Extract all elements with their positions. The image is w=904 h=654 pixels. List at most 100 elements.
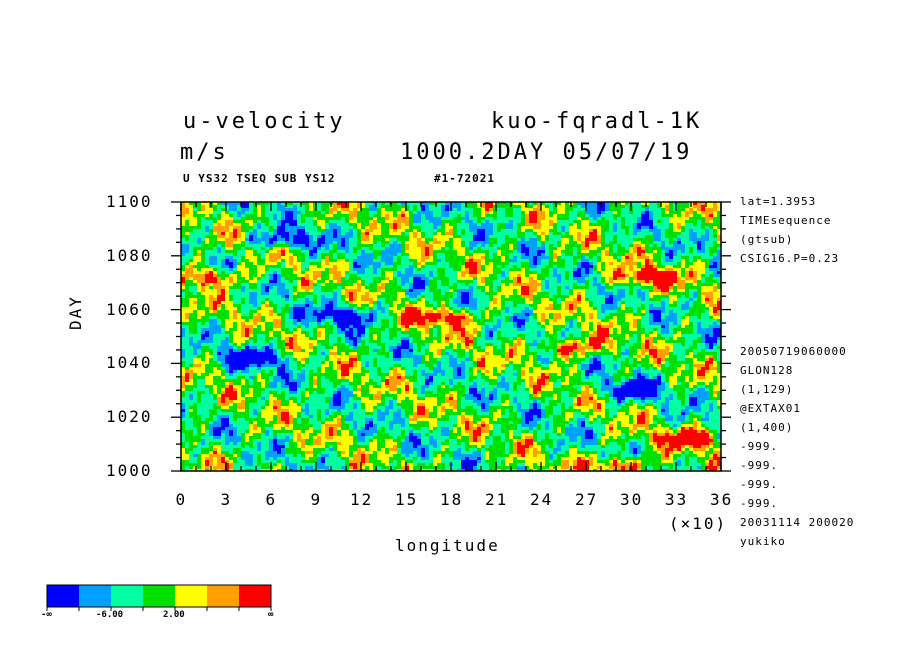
heatmap-cell [321,220,326,224]
heatmap-cell [281,265,286,269]
heatmap-cell [593,307,598,311]
heatmap-cell [245,232,250,236]
heatmap-cell [593,223,598,227]
heatmap-cell [273,259,278,263]
heatmap-cell [633,205,638,209]
heatmap-cell [189,310,194,314]
heatmap-cell [585,298,590,302]
heatmap-cell [421,229,426,233]
heatmap-cell [305,244,310,248]
heatmap-cell [405,220,410,224]
heatmap-cell [253,292,258,296]
heatmap-cell [181,247,186,251]
heatmap-cell [529,217,534,221]
heatmap-cell [609,265,614,269]
heatmap-cell [249,241,254,245]
heatmap-cell [357,301,362,305]
heatmap-cell [265,268,270,272]
heatmap-cell [489,211,494,215]
heatmap-cell [641,304,646,308]
heatmap-cell [349,247,354,251]
heatmap-cell [253,214,258,218]
heatmap-cell [365,256,370,260]
heatmap-cell [541,256,546,260]
heatmap-cell [493,208,498,212]
heatmap-cell [473,232,478,236]
heatmap-cell [561,208,566,212]
heatmap-cell [369,214,374,218]
heatmap-cell [521,202,526,206]
heatmap-cell [569,211,574,215]
heatmap-cell [473,283,478,287]
heatmap-cell [357,289,362,293]
heatmap-cell [641,271,646,275]
heatmap-cell [529,214,534,218]
heatmap-cell [373,217,378,221]
heatmap-cell [669,220,674,224]
heatmap-cell [513,286,518,290]
heatmap-cell [577,271,582,275]
heatmap-cell [409,241,414,245]
heatmap-cell [717,268,721,272]
heatmap-cell [601,298,606,302]
heatmap-cell [457,307,462,311]
heatmap-cell [321,268,326,272]
heatmap-cell [705,211,710,215]
heatmap-cell [625,214,630,218]
heatmap-cell [273,202,278,206]
heatmap-cell [513,283,518,287]
heatmap-cell [349,232,354,236]
heatmap-cell [213,256,218,260]
heatmap-cell [393,265,398,269]
heatmap-cell [249,295,254,299]
heatmap-cell [521,229,526,233]
heatmap-cell [221,217,226,221]
heatmap-cell [393,298,398,302]
heatmap-cell [305,217,310,221]
heatmap-cell [213,253,218,257]
heatmap-cell [245,253,250,257]
heatmap-cell [373,289,378,293]
heatmap-cell [461,304,466,308]
heatmap-cell [233,277,238,281]
heatmap-cell [381,289,386,293]
heatmap-cell [525,220,530,224]
heatmap-cell [377,298,382,302]
heatmap-cell [353,286,358,290]
heatmap-cell [473,235,478,239]
heatmap-cell [345,238,350,242]
heatmap-cell [589,292,594,296]
heatmap-cell [413,205,418,209]
heatmap-cell [245,256,250,260]
heatmap-cell [425,307,430,311]
heatmap-cell [225,292,230,296]
heatmap-cell [445,244,450,248]
heatmap-cell [193,202,198,206]
heatmap-cell [697,241,702,245]
heatmap-cell [541,208,546,212]
heatmap-cell [201,226,206,230]
heatmap-cell [649,304,654,308]
heatmap-cell [253,310,258,314]
heatmap-cell [425,235,430,239]
heatmap-cell [581,259,586,263]
heatmap-cell [577,283,582,287]
heatmap-cell [293,217,298,221]
heatmap-cell [553,226,558,230]
heatmap-cell [645,208,650,212]
heatmap-cell [413,244,418,248]
heatmap-cell [397,298,402,302]
heatmap-cell [545,253,550,257]
heatmap-cell [321,265,326,269]
heatmap-cell [465,211,470,215]
heatmap-cell [577,253,582,257]
heatmap-cell [317,292,322,296]
heatmap-cell [561,247,566,251]
heatmap-cell [521,205,526,209]
heatmap-cell [573,310,578,314]
heatmap-cell [665,202,670,206]
heatmap-cell [497,247,502,251]
heatmap-cell [433,274,438,278]
heatmap-cell [345,262,350,266]
heatmap-cell [325,244,330,248]
